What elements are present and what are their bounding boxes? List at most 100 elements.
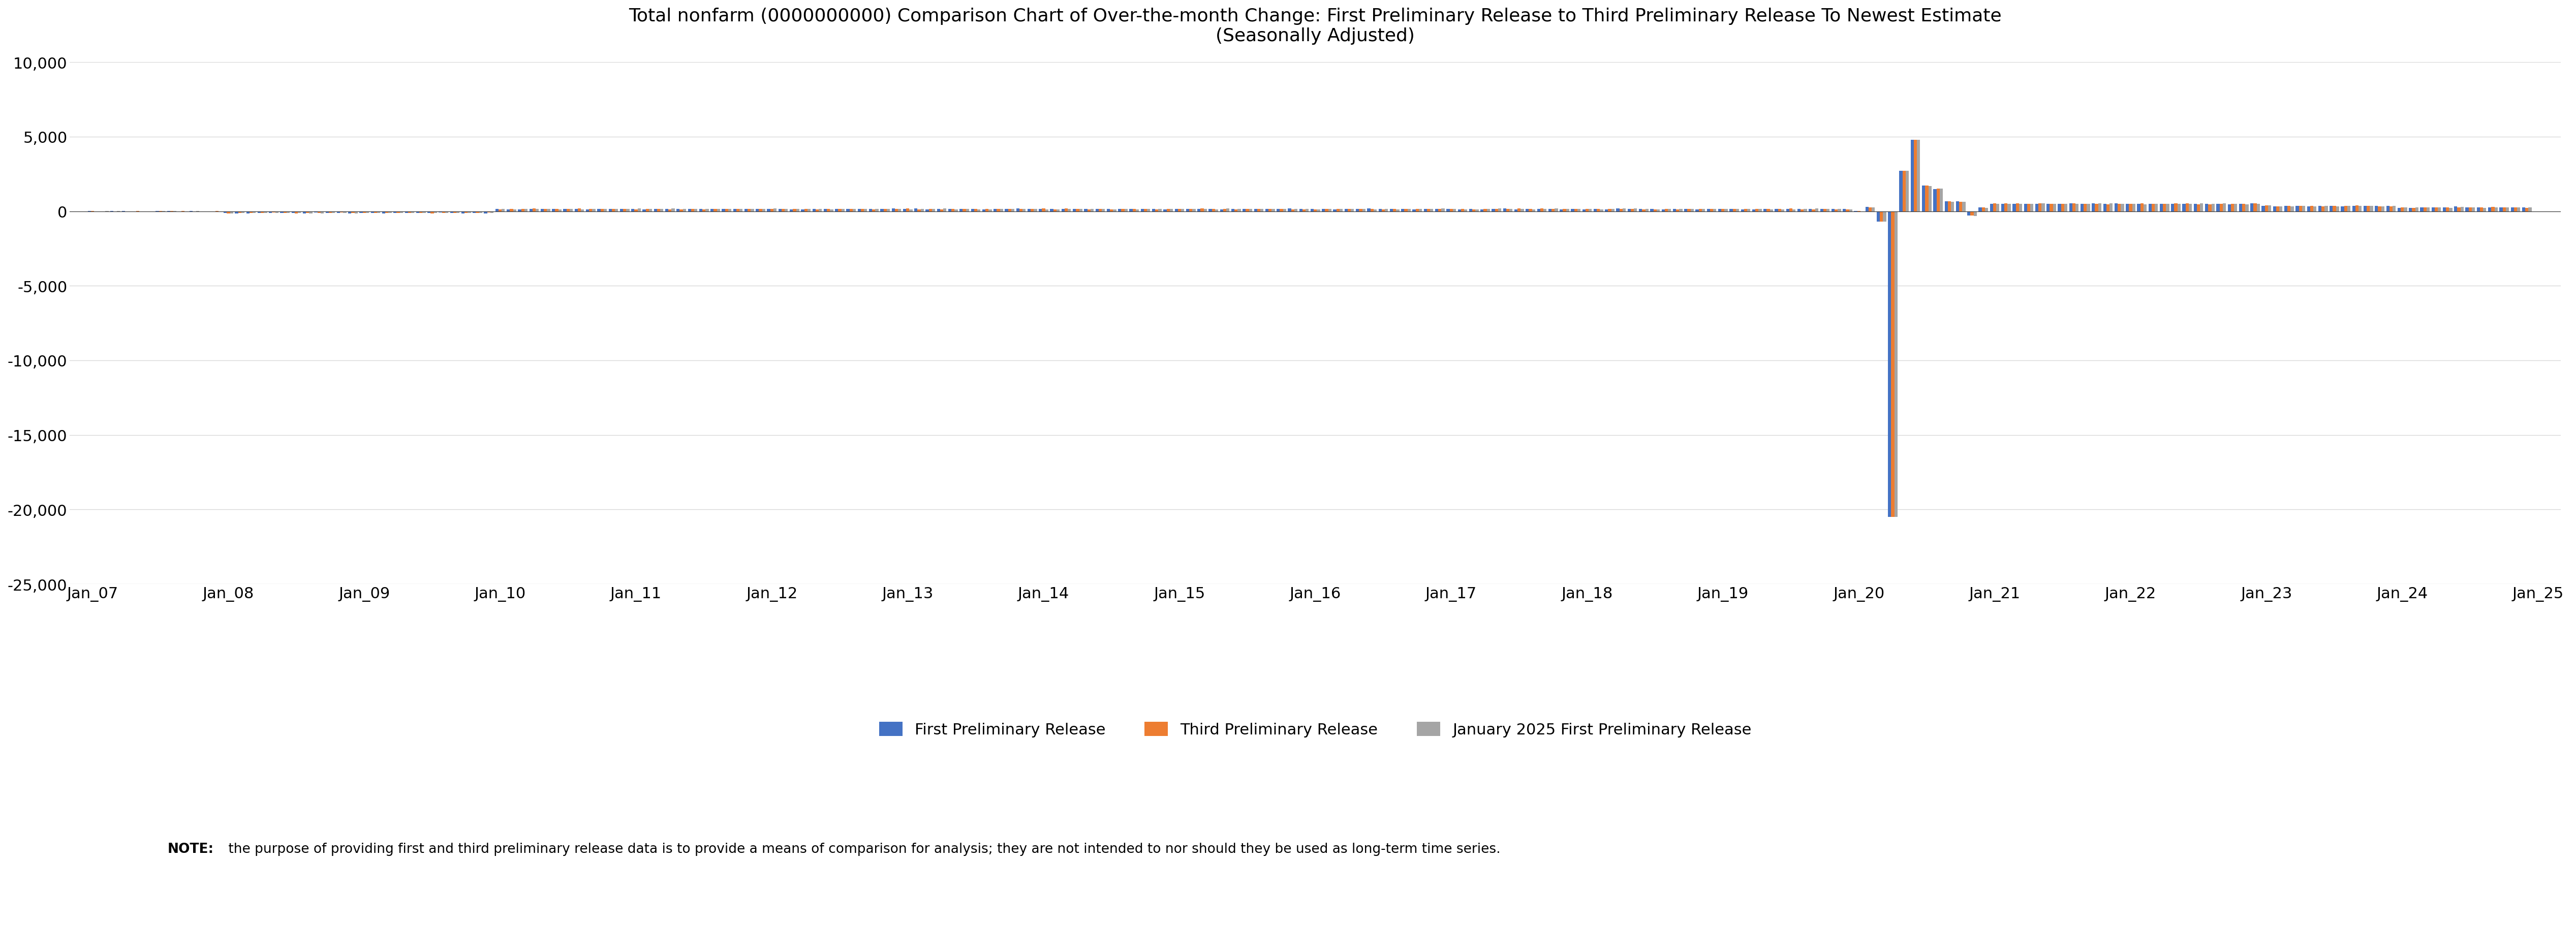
Bar bbox=[1177, 209, 1180, 211]
Bar bbox=[263, 211, 268, 213]
Bar bbox=[2514, 208, 2517, 211]
Bar bbox=[355, 211, 358, 213]
Bar bbox=[1461, 209, 1463, 211]
Bar bbox=[2336, 207, 2339, 211]
Bar bbox=[273, 211, 276, 213]
Bar bbox=[319, 211, 325, 213]
Bar bbox=[1211, 209, 1216, 211]
Bar bbox=[1888, 211, 1891, 517]
Bar bbox=[569, 209, 572, 211]
Bar bbox=[1747, 209, 1749, 211]
Bar bbox=[860, 209, 863, 211]
Bar bbox=[1507, 209, 1510, 211]
Bar bbox=[242, 211, 245, 213]
Bar bbox=[1690, 209, 1695, 211]
Bar bbox=[340, 211, 343, 213]
Bar bbox=[863, 209, 868, 211]
Bar bbox=[1538, 209, 1540, 211]
Bar bbox=[2416, 208, 2419, 211]
Bar bbox=[348, 211, 350, 213]
Bar bbox=[1955, 202, 1960, 211]
Bar bbox=[1159, 209, 1162, 211]
Bar bbox=[1144, 209, 1146, 211]
Bar bbox=[1502, 208, 1507, 211]
Bar bbox=[2012, 205, 2017, 211]
Bar bbox=[899, 209, 902, 211]
Bar bbox=[1710, 209, 1713, 211]
Bar bbox=[1198, 209, 1200, 211]
Bar bbox=[1891, 211, 1893, 517]
Bar bbox=[489, 211, 495, 213]
Bar bbox=[1785, 209, 1790, 211]
Bar bbox=[1718, 209, 1721, 211]
Bar bbox=[1589, 209, 1592, 211]
Bar bbox=[1798, 209, 1801, 211]
Bar bbox=[2215, 205, 2221, 211]
Bar bbox=[1677, 209, 1680, 211]
Bar bbox=[1566, 209, 1569, 211]
Bar bbox=[1736, 209, 1739, 211]
Bar bbox=[2200, 204, 2202, 211]
Bar bbox=[2069, 204, 2071, 211]
Bar bbox=[438, 211, 443, 213]
Bar bbox=[2434, 208, 2437, 211]
Bar bbox=[672, 209, 675, 211]
Bar bbox=[1167, 209, 1170, 211]
Bar bbox=[394, 211, 397, 213]
Bar bbox=[283, 211, 286, 213]
Bar bbox=[2334, 207, 2336, 211]
Bar bbox=[1190, 209, 1193, 211]
Bar bbox=[1775, 209, 1777, 211]
Bar bbox=[350, 211, 355, 213]
Bar bbox=[1821, 209, 1824, 211]
Bar bbox=[2071, 204, 2076, 211]
Bar bbox=[881, 209, 884, 211]
Bar bbox=[603, 209, 608, 211]
Bar bbox=[1345, 209, 1347, 211]
Bar bbox=[2450, 208, 2452, 211]
Bar bbox=[2020, 205, 2022, 211]
Bar bbox=[737, 209, 739, 211]
Bar bbox=[1267, 209, 1273, 211]
Bar bbox=[592, 209, 595, 211]
Bar bbox=[325, 211, 330, 213]
Bar bbox=[904, 209, 907, 211]
Bar bbox=[1247, 209, 1249, 211]
Bar bbox=[1077, 209, 1079, 211]
Bar bbox=[667, 209, 672, 211]
Bar bbox=[590, 209, 592, 211]
Bar bbox=[824, 209, 827, 211]
Bar bbox=[714, 209, 716, 211]
Bar bbox=[1865, 208, 1868, 211]
Bar bbox=[1906, 171, 1909, 211]
Bar bbox=[1406, 209, 1412, 211]
Text: NOTE:: NOTE: bbox=[167, 843, 214, 856]
Bar bbox=[907, 208, 909, 211]
Bar bbox=[1293, 209, 1298, 211]
Bar bbox=[1986, 208, 1989, 211]
Bar bbox=[641, 209, 647, 211]
Bar bbox=[2506, 208, 2509, 211]
Bar bbox=[1929, 187, 1932, 211]
Bar bbox=[1728, 209, 1734, 211]
Bar bbox=[500, 209, 502, 211]
Bar bbox=[1741, 209, 1744, 211]
Bar bbox=[477, 211, 479, 213]
Bar bbox=[1842, 209, 1847, 211]
Bar bbox=[1734, 209, 1736, 211]
Bar bbox=[842, 209, 845, 211]
Bar bbox=[793, 209, 796, 211]
Bar bbox=[417, 211, 420, 213]
Bar bbox=[376, 211, 381, 213]
Bar bbox=[294, 211, 299, 213]
Bar bbox=[1824, 209, 1826, 211]
Bar bbox=[873, 209, 876, 211]
Bar bbox=[1113, 209, 1115, 211]
Bar bbox=[680, 209, 683, 211]
Bar bbox=[1458, 209, 1461, 211]
Bar bbox=[1695, 209, 1698, 211]
Bar bbox=[2004, 204, 2007, 211]
Bar bbox=[1940, 188, 1942, 211]
Bar bbox=[2504, 208, 2506, 211]
Bar bbox=[1868, 208, 1873, 211]
